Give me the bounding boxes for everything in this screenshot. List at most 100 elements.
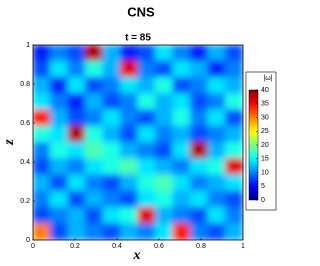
cell [225,109,243,127]
cell [137,125,156,143]
colorbar-tick-label: 30 [261,114,269,121]
cell [50,223,69,240]
y-tick-label: 0.8 [20,81,30,88]
cell [102,125,121,143]
cell [67,158,86,176]
cell [137,45,156,62]
cell [50,45,69,62]
cell [137,109,156,127]
cell [102,223,121,240]
cell [120,77,139,95]
cell [33,77,51,95]
cell [190,125,209,143]
cell [85,174,104,192]
cell [120,45,139,62]
cell [155,60,174,78]
cell [172,45,191,62]
cell [120,60,139,78]
cell [155,93,174,111]
cell [207,109,226,127]
x-tick-label: 0.4 [112,243,122,250]
cell [155,223,174,240]
cell [137,223,156,240]
cell [190,45,209,62]
chart-title: CNS [127,4,155,19]
cell [85,158,104,176]
cell [50,142,69,160]
chart-subtitle: t = 85 [125,33,151,44]
colorbar-tick-label: 35 [261,101,269,108]
cell [155,207,174,225]
cell [190,223,209,240]
cell [172,60,191,78]
cell [120,223,139,240]
cell [33,207,51,225]
cell [33,142,51,160]
cell [50,60,69,78]
cell [102,93,121,111]
cell [85,45,104,62]
cell [137,158,156,176]
cell [190,77,209,95]
cell [207,174,226,192]
y-axis-label: z [2,139,17,146]
cell [102,142,121,160]
colorbar-tick-label: 15 [261,156,269,163]
cell [85,142,104,160]
cell [190,158,209,176]
cell [190,109,209,127]
cell [120,125,139,143]
colorbar-frame [245,71,277,211]
cell [33,190,51,208]
cell [120,93,139,111]
cell [67,60,86,78]
cell [102,45,121,62]
cell [50,93,69,111]
cell [155,77,174,95]
colorbar-tick-label: 25 [261,128,269,135]
cell [33,93,51,111]
colorbar-tick-label: 20 [261,142,269,149]
cell [207,223,226,240]
cell [207,190,226,208]
x-tick-label: 0.8 [196,243,206,250]
cell [120,207,139,225]
cell [207,125,226,143]
cell [102,174,121,192]
cell [67,223,86,240]
cell [33,174,51,192]
cell [207,158,226,176]
cell [207,45,226,62]
cell [225,125,243,143]
cell [50,125,69,143]
cell [207,60,226,78]
cell [225,223,243,240]
cell [172,125,191,143]
x-axis-label: x [133,248,141,263]
cell [102,60,121,78]
cell [172,223,191,240]
cell [50,190,69,208]
cell [207,207,226,225]
cell [67,207,86,225]
cell [190,190,209,208]
x-tick-label: 1 [241,243,245,250]
cell [67,142,86,160]
cell [172,109,191,127]
cell [50,158,69,176]
x-tick-label: 0.2 [70,243,80,250]
cell [137,93,156,111]
cell [120,190,139,208]
x-tick-label: 0 [31,243,35,250]
cell [85,60,104,78]
colorbar-tick-label: 40 [261,87,269,94]
cell [225,93,243,111]
cell [67,190,86,208]
y-tick-label: 1 [26,42,30,49]
cell [155,142,174,160]
cell [33,109,51,127]
cell [225,77,243,95]
cell [120,158,139,176]
cell [207,142,226,160]
cell [102,190,121,208]
